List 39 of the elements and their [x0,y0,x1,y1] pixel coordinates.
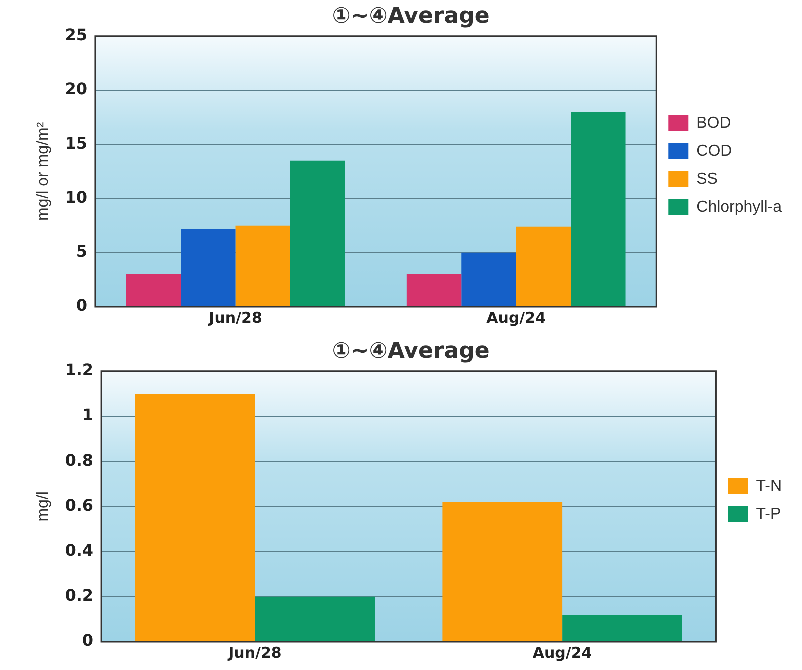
bar [126,274,182,306]
chart-title: ①~④Average [332,338,490,364]
y-tick-label: 5 [76,242,88,262]
bar [516,226,572,306]
bar [135,394,256,642]
bar [236,226,290,306]
bar [571,112,626,306]
bar [406,274,462,306]
y-tick-label: 15 [65,134,88,153]
bar [290,160,346,306]
bar [442,502,563,642]
y-tick-label: 0.6 [65,496,94,515]
legend-label: T-N [756,478,782,495]
y-axis-title: mg/l or mg/m² [35,122,52,222]
bar [562,614,682,642]
chart-title: ①~④Average [332,4,490,29]
legend-label: SS [696,170,718,188]
bar [255,596,376,642]
y-tick-label: 0.2 [65,586,94,606]
legend-label: COD [696,142,732,160]
y-tick-label: 10 [65,188,88,207]
bar [462,252,516,306]
y-tick-label: 0 [76,296,88,316]
y-tick-label: 1.2 [65,360,94,380]
y-tick-label: 1 [82,406,94,425]
y-tick-label: 20 [65,80,88,99]
x-tick-label: Jun/28 [228,644,282,662]
x-tick-label: Aug/24 [486,308,546,327]
x-tick-label: Jun/28 [208,308,262,327]
y-tick-label: 25 [65,26,88,45]
y-tick-label: 0.4 [65,540,94,560]
x-tick-label: Aug/24 [532,644,592,662]
y-tick-label: 0.8 [65,450,94,470]
legend-label: BOD [696,114,732,132]
y-axis-title: mg/l [35,492,52,522]
bar [181,229,236,306]
legend-label: T-P [756,506,782,523]
legend-label: Chlorphyll-a [696,198,782,216]
y-tick-label: 0 [82,631,94,650]
